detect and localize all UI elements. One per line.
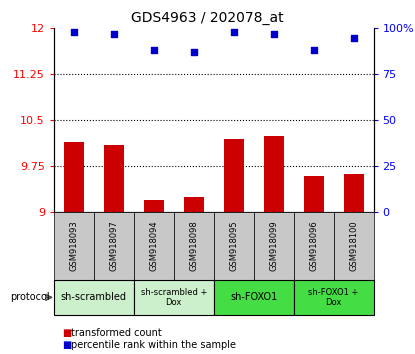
Text: GSM918097: GSM918097	[110, 221, 118, 272]
Bar	[264, 136, 283, 212]
Point	[110, 31, 117, 37]
Bar	[254, 212, 294, 280]
Text: transformed count: transformed count	[71, 328, 161, 338]
Text: GSM918095: GSM918095	[229, 221, 238, 272]
Point	[190, 50, 197, 55]
Bar	[134, 212, 174, 280]
Text: sh-scrambled: sh-scrambled	[61, 292, 127, 302]
Text: ■: ■	[62, 340, 71, 350]
Point	[270, 31, 277, 37]
Text: protocol: protocol	[10, 292, 50, 302]
Bar	[54, 212, 94, 280]
Bar	[344, 175, 364, 212]
Text: GSM918096: GSM918096	[309, 221, 318, 272]
Text: GSM918100: GSM918100	[349, 221, 358, 272]
Bar	[64, 142, 84, 212]
Bar	[214, 212, 254, 280]
Bar	[214, 280, 294, 315]
Bar	[184, 197, 204, 212]
Point	[151, 47, 157, 53]
Text: percentile rank within the sample: percentile rank within the sample	[71, 340, 236, 350]
Point	[71, 29, 77, 35]
Text: sh-FOXO1 +
Dox: sh-FOXO1 + Dox	[308, 288, 359, 307]
Bar	[224, 139, 244, 212]
Bar	[294, 212, 334, 280]
Text: GSM918093: GSM918093	[69, 221, 78, 272]
Bar	[104, 145, 124, 212]
Bar	[54, 280, 134, 315]
Bar	[334, 212, 374, 280]
Bar	[174, 212, 214, 280]
Bar	[144, 200, 164, 212]
Text: ■: ■	[62, 328, 71, 338]
Text: GSM918099: GSM918099	[269, 221, 278, 272]
Bar	[94, 212, 134, 280]
Point	[230, 29, 237, 35]
Text: GDS4963 / 202078_at: GDS4963 / 202078_at	[131, 11, 284, 25]
Bar	[304, 176, 324, 212]
Bar	[294, 280, 374, 315]
Text: sh-FOXO1: sh-FOXO1	[230, 292, 277, 302]
Point	[310, 47, 317, 53]
Bar	[134, 280, 214, 315]
Point	[350, 35, 357, 40]
Text: GSM918098: GSM918098	[189, 221, 198, 272]
Text: GSM918094: GSM918094	[149, 221, 158, 272]
Text: sh-scrambled +
Dox: sh-scrambled + Dox	[141, 288, 207, 307]
